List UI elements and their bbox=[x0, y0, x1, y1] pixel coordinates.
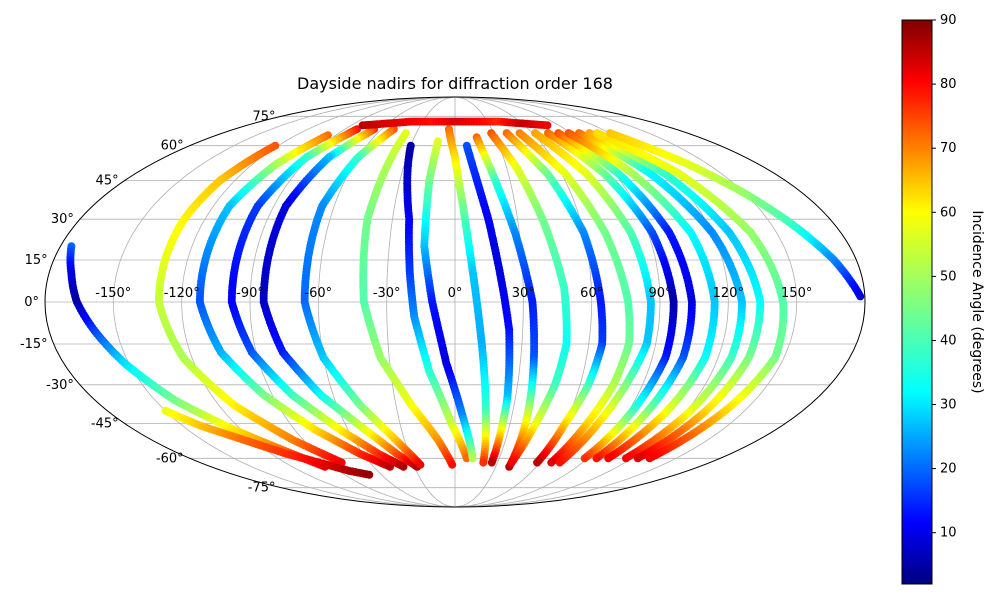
colorbar-gradient bbox=[901, 19, 933, 585]
colorbar-tick-label: 50 bbox=[940, 269, 957, 284]
colorbar-tick-label: 10 bbox=[940, 526, 957, 541]
lat-tick-label: 30° bbox=[51, 212, 74, 227]
colorbar-label: Incidence Angle (degrees) bbox=[969, 210, 985, 393]
data-point bbox=[604, 454, 613, 463]
points-layer bbox=[66, 117, 865, 479]
colorbar-tick-label: 30 bbox=[940, 398, 957, 413]
colorbar: 10 20 30 40 50 60 70 80 90 Incidence Angle (degr… bbox=[901, 13, 985, 585]
lon-tick-label: -120° bbox=[164, 286, 200, 301]
lat-tick-label: -75° bbox=[248, 481, 276, 496]
lat-tick-label: -30° bbox=[46, 378, 74, 393]
lon-tick-label: 150° bbox=[781, 286, 812, 301]
data-point bbox=[622, 454, 630, 463]
lat-tick-label: 45° bbox=[96, 174, 119, 189]
data-point bbox=[592, 454, 601, 463]
data-point bbox=[533, 458, 542, 467]
data-point bbox=[856, 292, 865, 301]
data-point bbox=[448, 460, 457, 469]
chart-title: Dayside nadirs for diffraction order 168 bbox=[297, 74, 613, 93]
data-point bbox=[468, 454, 477, 463]
lon-tick-label: 0° bbox=[448, 286, 463, 301]
data-point bbox=[399, 462, 408, 471]
data-point bbox=[580, 454, 589, 463]
lon-tick-label: -30° bbox=[373, 286, 401, 301]
colorbar-tick-label: 90 bbox=[940, 13, 957, 28]
lon-tick-label: 90° bbox=[648, 286, 671, 301]
data-point bbox=[645, 454, 654, 463]
lon-tick-label: -60° bbox=[304, 286, 332, 301]
lat-tick-label: -60° bbox=[156, 451, 184, 466]
colorbar-tick-label: 40 bbox=[940, 334, 957, 349]
lat-tick-label: 0° bbox=[24, 295, 39, 310]
data-point bbox=[633, 454, 642, 463]
data-point bbox=[416, 460, 425, 469]
lon-tick-label: 30° bbox=[512, 286, 535, 301]
colorbar-ticks: 10 20 30 40 50 60 70 80 90 bbox=[932, 13, 957, 541]
lon-tick-label: 60° bbox=[580, 286, 603, 301]
data-point bbox=[365, 470, 374, 479]
lon-tick-label: -150° bbox=[95, 286, 131, 301]
colorbar-tick-label: 70 bbox=[940, 141, 957, 156]
colorbar-tick-label: 20 bbox=[940, 462, 957, 477]
lat-tick-label: 15° bbox=[25, 253, 48, 268]
data-point bbox=[555, 458, 564, 467]
data-point bbox=[487, 458, 496, 467]
data-point bbox=[507, 458, 516, 467]
lat-tick-label: 60° bbox=[161, 139, 184, 154]
lon-tick-label: -90° bbox=[236, 286, 264, 301]
data-point bbox=[479, 458, 488, 467]
lon-tick-label: 120° bbox=[713, 286, 744, 301]
lat-tick-label: 75° bbox=[252, 109, 275, 124]
lat-tick-label: -15° bbox=[20, 337, 48, 352]
lat-tick-label: -45° bbox=[91, 416, 119, 431]
colorbar-tick-label: 60 bbox=[940, 205, 957, 220]
colorbar-tick-label: 80 bbox=[940, 77, 957, 92]
data-point bbox=[547, 458, 556, 467]
data-point bbox=[543, 121, 552, 130]
